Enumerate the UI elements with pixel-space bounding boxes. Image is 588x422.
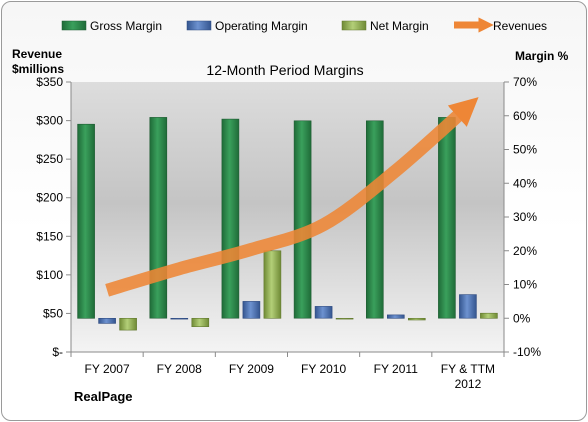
- plot-area: [71, 82, 504, 352]
- bar-gross-margin-fy-2008: [149, 117, 168, 319]
- legend-swatch-net-margin: [341, 20, 367, 31]
- bar-gross-margin-fy-2010: [293, 120, 312, 319]
- bar-net-margin-fy-2010: [335, 317, 354, 320]
- legend-item-operating-margin: Operating Margin: [186, 19, 308, 33]
- legend-item-gross-margin: Gross Margin: [61, 19, 162, 33]
- line-revenues: [105, 97, 479, 297]
- x-tick-label-fy-2008: FY 2008: [157, 362, 202, 376]
- bar-operating-margin-fy-2007: [98, 317, 116, 324]
- y-right-tick-label: 30%: [513, 210, 537, 224]
- legend-item-net-margin: Net Margin: [341, 19, 429, 33]
- y-right-tick-label: 50%: [513, 143, 537, 157]
- legend-label-gross-margin: Gross Margin: [90, 19, 162, 33]
- chart-title: 12-Month Period Margins: [206, 62, 363, 78]
- bar-operating-margin-fy-ttm-2012: [459, 294, 477, 319]
- bar-net-margin-fy-2008: [191, 317, 210, 327]
- y-left-title: Revenue $millions: [12, 47, 64, 76]
- y-right-tick-label: 60%: [513, 109, 537, 123]
- axes-layer: $- $50 $100 $150 $200 $250 $300 $350 -10% 0% 10% 20…: [36, 75, 541, 391]
- bar-net-margin-fy-2009: [263, 250, 282, 319]
- y-right-tick-label: 10%: [513, 278, 537, 292]
- bar-net-margin-fy-2011: [407, 317, 426, 321]
- y-left-title-line1: Revenue: [12, 47, 62, 61]
- legend-swatch-gross-margin: [61, 20, 87, 31]
- y-left-title-line2: $millions: [12, 62, 64, 76]
- bar-operating-margin-fy-2009: [242, 301, 261, 319]
- revenue-line-layer: [105, 97, 479, 297]
- x-tick-label-fy-2007: FY 2007: [85, 362, 130, 376]
- bar-operating-margin-fy-2010: [314, 306, 333, 319]
- y-right-tick-label: -10%: [513, 345, 541, 359]
- bar-gross-margin-fy-2009: [221, 118, 240, 319]
- legend-label-revenues: Revenues: [493, 19, 547, 33]
- bars-layer: [77, 117, 498, 331]
- bar-gross-margin-fy-2011: [365, 120, 384, 319]
- y-left-tick-label: $300: [36, 114, 63, 128]
- legend-label-net-margin: Net Margin: [370, 19, 429, 33]
- bar-gross-margin-fy-ttm-2012: [438, 117, 456, 319]
- x-tick-label-fy-2011: FY 2011: [374, 362, 419, 376]
- y-left-tick-label: $-: [52, 345, 63, 359]
- bar-net-margin-fy-ttm-2012: [480, 312, 498, 319]
- y-right-tick-label: 70%: [513, 75, 537, 89]
- x-tick-label-fy-ttm-2012: FY & TTM 2012: [441, 362, 495, 391]
- legend: Gross Margin Operating Margin Net Margin…: [61, 17, 547, 33]
- bar-operating-margin-fy-2011: [386, 314, 405, 319]
- y-left-tick-label: $350: [36, 75, 63, 89]
- y-right-tick-label: 40%: [513, 176, 537, 190]
- y-left-tick-label: $150: [36, 229, 63, 243]
- bar-net-margin-fy-2007: [119, 317, 137, 331]
- y-left-tick-label: $200: [36, 191, 63, 205]
- legend-swatch-operating-margin: [186, 20, 212, 31]
- x-tick-label-fy-2009: FY 2009: [229, 362, 274, 376]
- bar-operating-margin-fy-2008: [170, 317, 189, 320]
- y-left-tick-label: $100: [36, 268, 63, 282]
- y-right-tick-label: 0%: [513, 311, 531, 325]
- legend-label-operating-margin: Operating Margin: [215, 19, 308, 33]
- legend-item-revenues: Revenues: [454, 17, 547, 33]
- company-label: RealPage: [74, 389, 133, 404]
- y-right-tick-label: 20%: [513, 244, 537, 258]
- y-left-tick-label: $250: [36, 152, 63, 166]
- bar-gross-margin-fy-2007: [77, 123, 95, 319]
- y-left-tick-label: $50: [43, 306, 63, 320]
- x-tick-label-fy-2010: FY 2010: [301, 362, 346, 376]
- y-right-title: Margin %: [515, 49, 569, 63]
